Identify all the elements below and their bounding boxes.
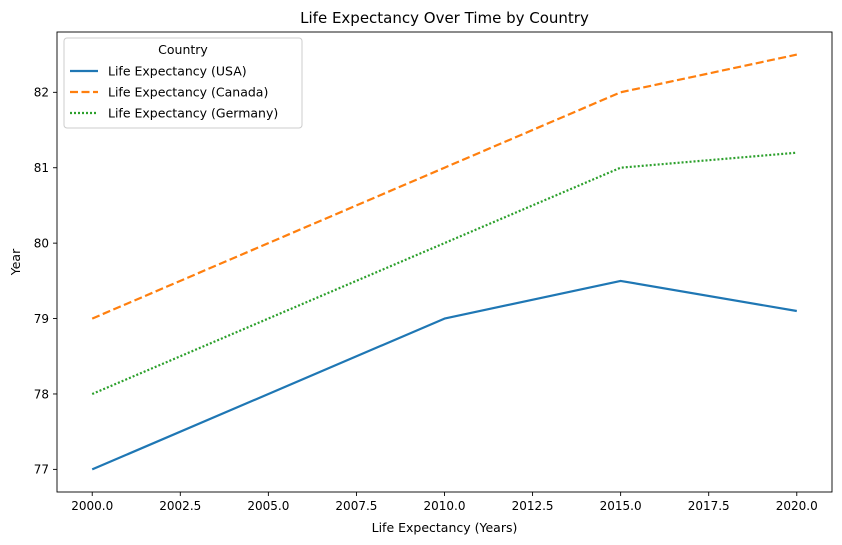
x-axis-title: Life Expectancy (Years): [372, 520, 518, 535]
x-axis: 2000.0 2002.5 2005.0 2007.5 2010.0 2012.5 2015…: [71, 492, 818, 513]
y-tick-label: 79: [34, 312, 49, 326]
x-tick-label: 2012.5: [512, 499, 554, 513]
series-line-1: [91, 53, 798, 320]
legend-label: Life Expectancy (Germany): [108, 106, 278, 121]
x-tick-label: 2015.0: [600, 499, 642, 513]
y-tick-label: 80: [34, 236, 49, 250]
series-lines: [91, 53, 798, 471]
series-line-0: [91, 279, 797, 471]
x-tick-label: 2020.0: [776, 499, 818, 513]
chart-title: Life Expectancy Over Time by Country: [300, 9, 589, 27]
y-axis: 77 78 79 80 81 82: [34, 86, 57, 477]
x-tick-label: 2007.5: [335, 499, 377, 513]
y-tick-label: 78: [34, 387, 49, 401]
legend-title: Country: [158, 42, 208, 57]
legend-label: Life Expectancy (Canada): [108, 85, 268, 100]
y-axis-title: Year: [8, 248, 23, 276]
x-tick-label: 2000.0: [71, 499, 113, 513]
x-tick-label: 2005.0: [247, 499, 289, 513]
y-tick-label: 81: [34, 161, 49, 175]
y-tick-label: 82: [34, 86, 49, 100]
legend-label: Life Expectancy (USA): [108, 64, 247, 79]
x-tick-label: 2010.0: [424, 499, 466, 513]
x-tick-label: 2002.5: [159, 499, 201, 513]
legend-box: [63, 37, 303, 129]
series-line-2: [91, 151, 797, 396]
y-tick-label: 77: [34, 463, 49, 477]
legend: Country Life Expectancy (USA) Life Expect…: [63, 37, 303, 129]
x-tick-label: 2017.5: [688, 499, 730, 513]
